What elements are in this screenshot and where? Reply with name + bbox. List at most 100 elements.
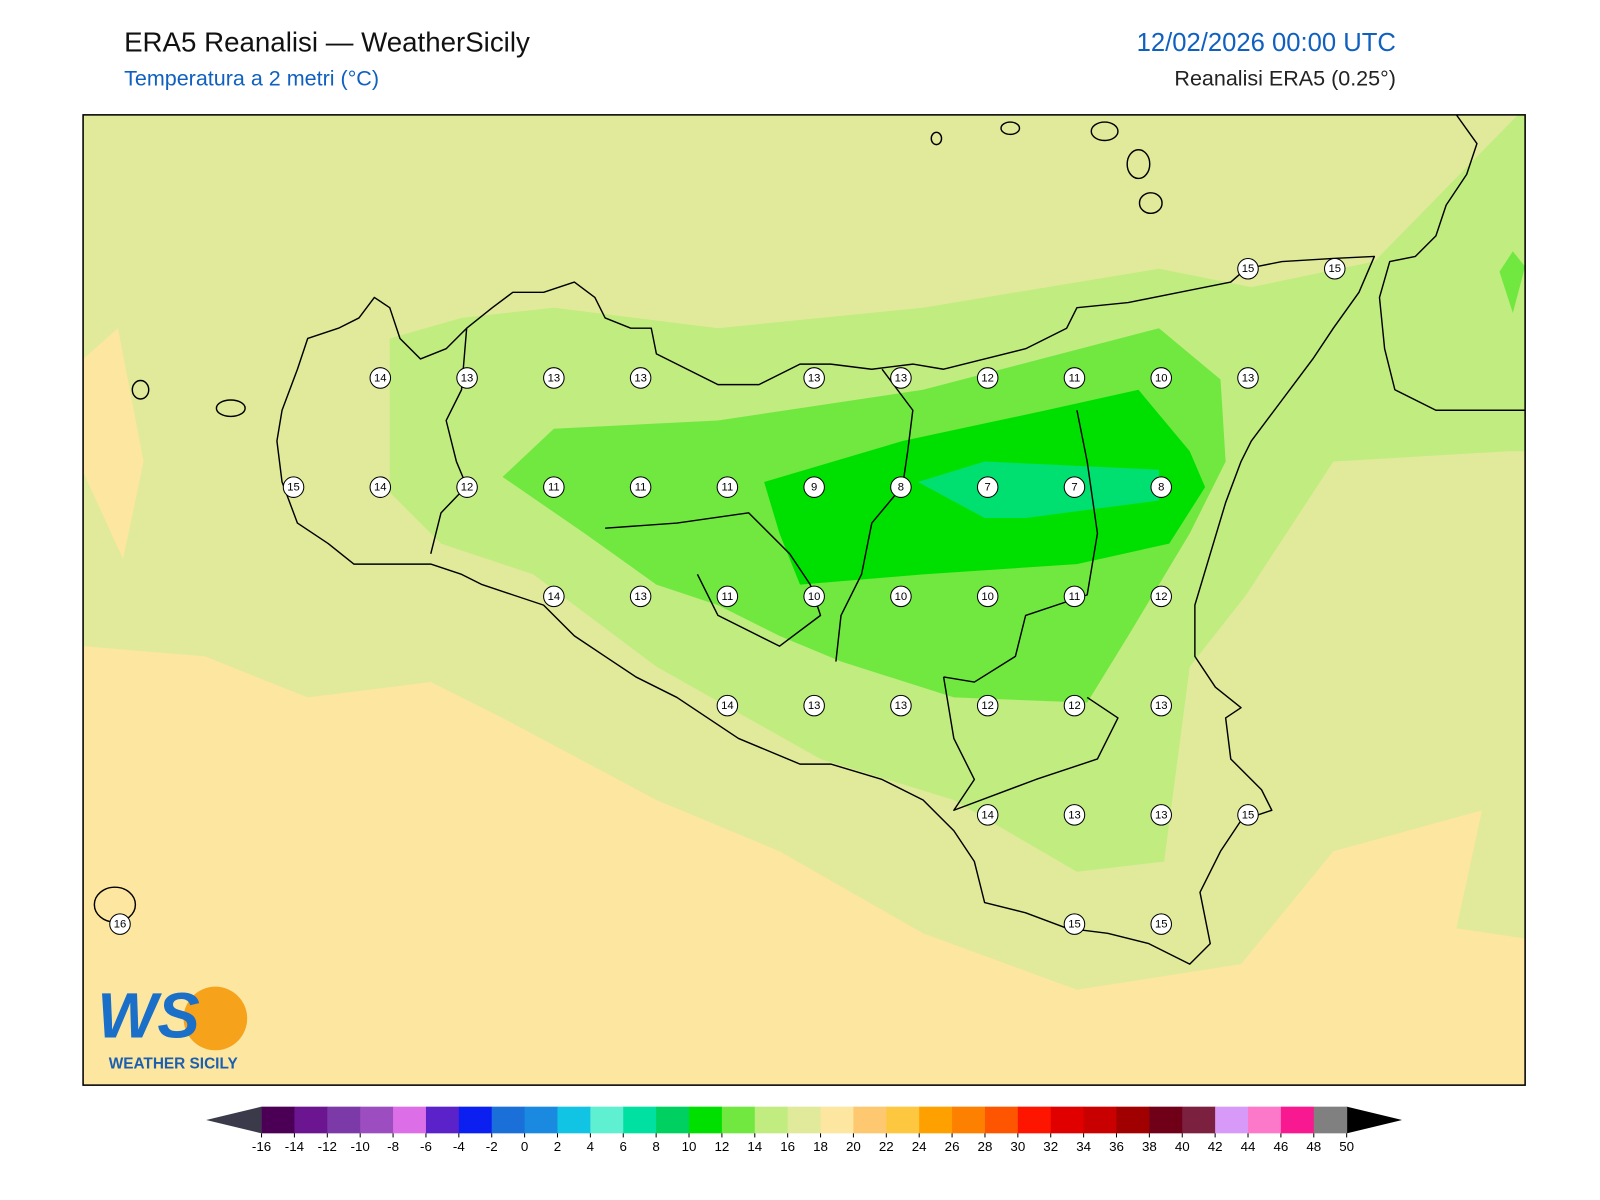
colorbar-tick-label: 28 bbox=[978, 1139, 993, 1154]
station-marker bbox=[890, 367, 912, 389]
station-value: 15 bbox=[1329, 263, 1342, 275]
colorbar-tick-label: -10 bbox=[351, 1139, 370, 1154]
station-value: 13 bbox=[895, 700, 908, 712]
colorbar-tick-label: 32 bbox=[1043, 1139, 1058, 1154]
colorbar-swatch bbox=[623, 1106, 657, 1134]
station-marker bbox=[1063, 913, 1086, 935]
station-marker bbox=[543, 476, 565, 498]
station-value: 15 bbox=[1068, 919, 1081, 931]
colorbar-tick-label: 12 bbox=[714, 1139, 729, 1154]
station-value: 10 bbox=[981, 591, 994, 603]
station-marker bbox=[1063, 476, 1086, 498]
station-marker bbox=[803, 476, 825, 498]
station-marker bbox=[1324, 257, 1346, 280]
colorbar-swatch bbox=[360, 1106, 394, 1134]
island bbox=[215, 399, 246, 418]
colorbar-tick-label: 44 bbox=[1241, 1139, 1256, 1154]
station-marker bbox=[456, 367, 478, 389]
station-marker bbox=[803, 367, 825, 389]
colorbar-tick-label: 42 bbox=[1208, 1139, 1223, 1154]
colorbar-swatch bbox=[1280, 1106, 1315, 1134]
colorbar-tick-label: -16 bbox=[252, 1139, 271, 1154]
station-value: 12 bbox=[1068, 700, 1081, 712]
logo-name: WEATHER SICILY bbox=[109, 1056, 238, 1073]
province-border bbox=[605, 512, 822, 647]
station-marker bbox=[1150, 913, 1172, 935]
province-border bbox=[835, 368, 914, 662]
station-marker bbox=[1237, 257, 1259, 280]
station-marker bbox=[803, 585, 825, 608]
colorbar-tick-label: 14 bbox=[747, 1139, 762, 1154]
station-marker bbox=[803, 694, 825, 717]
station-value: 11 bbox=[548, 482, 560, 494]
station-marker bbox=[629, 476, 652, 498]
station-value: 11 bbox=[1069, 372, 1081, 384]
station-marker bbox=[1150, 585, 1172, 608]
station-marker bbox=[890, 476, 912, 498]
station-value: 13 bbox=[808, 700, 821, 712]
station-marker bbox=[543, 585, 565, 608]
station-value: 14 bbox=[374, 372, 387, 384]
colorbar-max-extend bbox=[1346, 1106, 1403, 1134]
colorbar-swatch bbox=[327, 1106, 361, 1134]
station-marker bbox=[1237, 367, 1259, 389]
station-value: 13 bbox=[634, 372, 647, 384]
station-marker bbox=[1063, 585, 1086, 608]
colorbar-swatch bbox=[952, 1106, 986, 1134]
colorbar-tick-label: 6 bbox=[620, 1139, 627, 1154]
colorbar-tick-label: 24 bbox=[912, 1139, 927, 1154]
colorbar-swatch bbox=[787, 1106, 822, 1134]
colorbar-swatch bbox=[1116, 1106, 1150, 1134]
colorbar-tick-label: 8 bbox=[652, 1139, 659, 1154]
colorbar-tick-label: 22 bbox=[879, 1139, 894, 1154]
colorbar-tick-label: 2 bbox=[554, 1139, 561, 1154]
station-marker bbox=[976, 694, 999, 717]
colorbar-swatch bbox=[1083, 1106, 1118, 1134]
source: Reanalisi ERA5 (0.25°) bbox=[1174, 67, 1395, 91]
colorbar-tick-label: 50 bbox=[1339, 1139, 1354, 1154]
station-value: 12 bbox=[981, 700, 994, 712]
colorbar-swatch bbox=[1313, 1106, 1348, 1134]
subtitle: Temperatura a 2 metri (°C) bbox=[124, 67, 379, 91]
colorbar-tick-label: 34 bbox=[1076, 1139, 1091, 1154]
station-value: 15 bbox=[1242, 263, 1255, 275]
colorbar-swatch bbox=[1050, 1106, 1085, 1134]
station-marker bbox=[716, 694, 739, 717]
station-value: 14 bbox=[374, 482, 387, 494]
colorbar-swatch bbox=[1149, 1106, 1183, 1134]
station-value: 8 bbox=[898, 482, 904, 494]
station-marker bbox=[629, 585, 652, 608]
colorbar-swatch bbox=[1182, 1106, 1216, 1134]
island bbox=[1126, 149, 1151, 180]
station-value: 7 bbox=[1071, 482, 1077, 494]
station-marker bbox=[976, 476, 999, 498]
colorbar-tick-label: 48 bbox=[1306, 1139, 1321, 1154]
station-value: 14 bbox=[721, 700, 734, 712]
station-value: 14 bbox=[548, 591, 561, 603]
station-marker bbox=[1150, 476, 1172, 498]
station-marker bbox=[976, 367, 999, 389]
colorbar-swatch bbox=[294, 1106, 328, 1134]
colorbar-tick-label: -14 bbox=[285, 1139, 305, 1154]
colorbar-tick-label: 26 bbox=[945, 1139, 960, 1154]
province-border bbox=[943, 410, 1099, 683]
logo-sun bbox=[183, 986, 248, 1051]
colorbar-tick-label: 30 bbox=[1010, 1139, 1025, 1154]
colorbar-swatch bbox=[557, 1106, 591, 1134]
colorbar-tick-label: -12 bbox=[318, 1139, 337, 1154]
island bbox=[1090, 121, 1119, 142]
island bbox=[930, 131, 943, 146]
station-marker bbox=[1237, 804, 1259, 826]
island bbox=[1000, 121, 1021, 136]
colorbar-swatch bbox=[754, 1106, 789, 1134]
colorbar-tick-label: 36 bbox=[1109, 1139, 1124, 1154]
colorbar-swatch bbox=[491, 1106, 526, 1134]
colorbar-swatch bbox=[820, 1106, 854, 1134]
datetime: 12/02/2026 00:00 UTC bbox=[1137, 29, 1396, 57]
colorbar-tick-label: 4 bbox=[587, 1139, 595, 1154]
station-value: 11 bbox=[1069, 591, 1081, 603]
station-marker bbox=[976, 804, 999, 826]
station-value: 13 bbox=[1155, 809, 1168, 821]
